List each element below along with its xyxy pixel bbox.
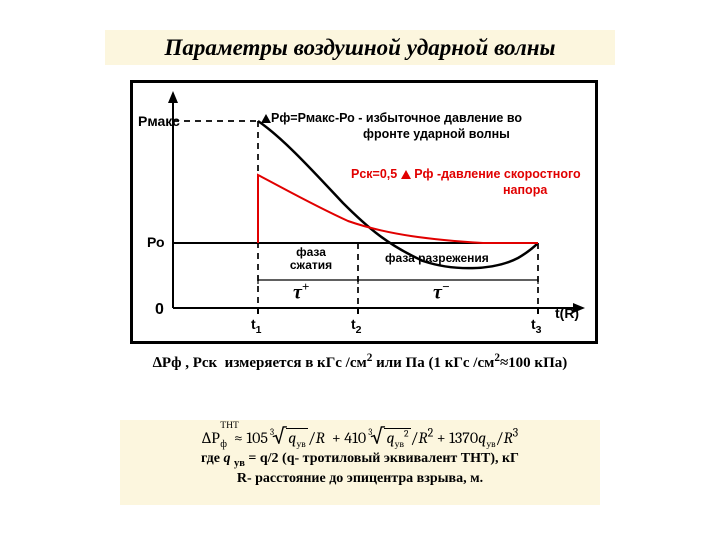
shockwave-chart: Рмакс Ро 0 t(R) t1 t2 t3 Рф=Рмакс-Ро - и… bbox=[130, 80, 598, 344]
formula-explain-1: где q ув = q/2 (q- тротиловый эквивалент… bbox=[120, 450, 600, 470]
tau-minus: τ− bbox=[433, 279, 450, 305]
ylabel-p0: Ро bbox=[147, 234, 165, 250]
triangle-icon bbox=[261, 114, 271, 123]
black-curve-label: Рф=Рмакс-Ро - избыточное давление во bbox=[261, 111, 522, 125]
title-text: Параметры воздушной ударной волны bbox=[164, 35, 555, 61]
phase-compress-label: фаза сжатия bbox=[276, 246, 346, 271]
phase-rarefaction-label: фаза разрежения bbox=[385, 251, 489, 265]
ylabel-zero: 0 bbox=[155, 301, 164, 319]
formula-expression: ∆РфТНТ ≈ 1053√qув/R + 4103√qув2/R2 + 137… bbox=[120, 420, 600, 450]
tick-t1: t1 bbox=[251, 316, 262, 336]
tick-t3: t3 bbox=[531, 316, 542, 336]
black-curve-label-2: фронте ударной волны bbox=[363, 127, 510, 141]
triangle-icon-red bbox=[401, 170, 411, 179]
tau-plus: τ+ bbox=[293, 279, 309, 305]
page-title: Параметры воздушной ударной волны bbox=[105, 30, 615, 65]
tick-t2: t2 bbox=[351, 316, 362, 336]
red-curve-label-2: напора bbox=[503, 183, 547, 197]
units-caption: ∆Рф , Рск измеряется в кГс /см2 или Па (… bbox=[110, 352, 610, 372]
formula-explain-2: R- расстояние до эпицентра взрыва, м. bbox=[120, 470, 600, 488]
red-curve-label: Рск=0,5 Рф -давление скоростного bbox=[351, 167, 581, 181]
ylabel-pmax: Рмакс bbox=[138, 113, 180, 129]
xlabel: t(R) bbox=[555, 305, 579, 321]
formula-box: ∆РфТНТ ≈ 1053√qув/R + 4103√qув2/R2 + 137… bbox=[120, 420, 600, 505]
